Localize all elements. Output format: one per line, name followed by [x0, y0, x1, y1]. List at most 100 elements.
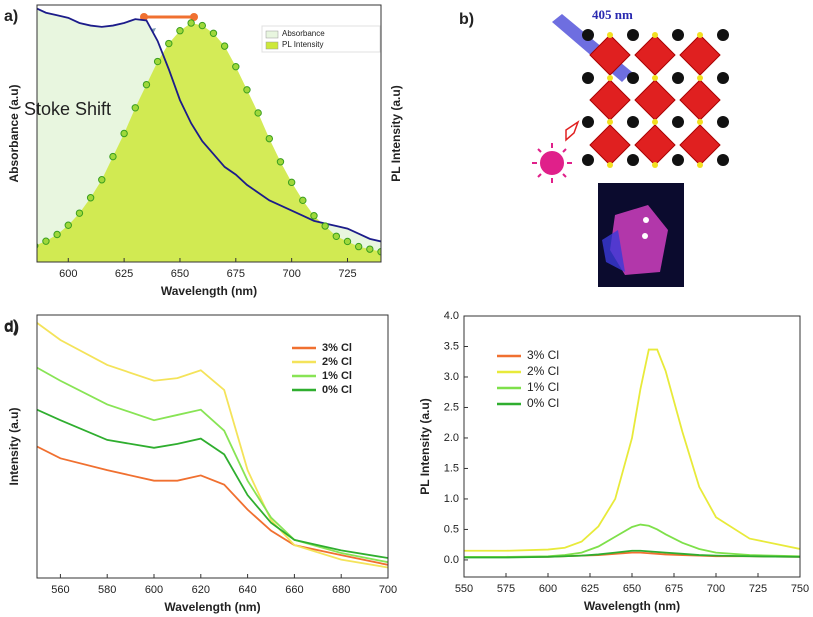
marker	[343, 237, 352, 246]
marker	[287, 178, 296, 187]
y-axis-title: Intensity (a.u)	[7, 407, 21, 485]
line	[464, 523, 800, 558]
y-axis-title: Absorbance (a.u)	[7, 84, 21, 182]
marker	[232, 62, 240, 71]
x-tick-label: 650	[623, 583, 641, 595]
x-tick-label: 550	[455, 583, 473, 595]
x-tick-label: 575	[497, 583, 515, 595]
y-tick-label: 1.0	[444, 493, 459, 505]
x-tick-label: 600	[539, 583, 557, 595]
marker	[98, 176, 106, 184]
marker	[109, 152, 117, 161]
shift-end	[140, 13, 148, 21]
marker	[42, 237, 50, 245]
line	[464, 348, 800, 552]
shift-end	[190, 13, 198, 21]
marker	[254, 109, 262, 117]
sun-icon	[532, 143, 572, 183]
x-tick-label: 725	[338, 268, 356, 280]
legend-swatch	[265, 41, 279, 50]
x-tick-label: 675	[665, 583, 683, 595]
y2-axis-title: PL Intensity (a.u)	[389, 85, 403, 181]
x-tick-label: 600	[145, 584, 163, 596]
y-tick-label: 3.5	[444, 340, 459, 352]
legend-label: 0% Cl	[322, 384, 352, 396]
marker	[176, 27, 184, 35]
line	[37, 408, 388, 559]
y-tick-label: 0.0	[444, 554, 459, 566]
marker	[220, 42, 229, 50]
marker	[198, 21, 206, 30]
marker	[243, 86, 251, 94]
x-axis-title: Wavelength (nm)	[584, 599, 680, 613]
x-tick-label: 560	[51, 584, 69, 596]
legend-box	[261, 25, 381, 53]
legend-label: 3% Cl	[322, 342, 352, 354]
line	[37, 322, 388, 569]
legend-label: 1% Cl	[322, 370, 352, 382]
marker	[187, 19, 195, 27]
x-tick-label: 660	[285, 584, 303, 596]
marker	[120, 129, 128, 138]
x-tick-label: 640	[238, 584, 256, 596]
legend-label: PL Intensity	[282, 40, 324, 49]
marker	[310, 212, 318, 220]
marker	[165, 39, 173, 48]
emission-arrow	[565, 120, 580, 142]
annotation: Stoke Shift	[24, 99, 111, 119]
x-tick-label: 675	[227, 268, 245, 280]
marker	[86, 194, 95, 202]
panel-label: a)	[4, 8, 18, 25]
legend-label: 3% Cl	[527, 348, 559, 362]
laser-label: 405 nm	[592, 7, 633, 22]
illustration: b) 405 nm	[459, 7, 729, 287]
x-tick-label: 700	[379, 584, 397, 596]
photo-crystal	[610, 205, 668, 275]
x-tick-label: 700	[707, 583, 725, 595]
x-tick-label: 625	[581, 583, 599, 595]
legend-swatch	[265, 30, 279, 39]
x-tick-label: 650	[171, 268, 189, 280]
y-tick-label: 3.0	[444, 371, 459, 383]
photo-highlight	[643, 217, 649, 223]
marker	[276, 158, 285, 166]
x-tick-label: 750	[791, 583, 809, 595]
legend-label: 0% Cl	[527, 396, 559, 410]
line	[464, 549, 800, 559]
marker	[332, 232, 341, 241]
x-tick-label: 580	[98, 584, 116, 596]
marker	[354, 242, 363, 251]
x-tick-label: 625	[115, 268, 133, 280]
panel-label: b)	[459, 11, 474, 28]
y-tick-label: 2.5	[444, 401, 459, 413]
y-tick-label: 1.5	[444, 462, 459, 474]
marker	[64, 221, 72, 229]
crystal-lattice	[582, 29, 729, 168]
y-axis-title: PL Intensity (a.u)	[418, 398, 432, 494]
marker	[142, 80, 151, 89]
x-tick-label: 725	[749, 583, 767, 595]
legend-label: Absorbance	[282, 29, 325, 38]
legend-label: 1% Cl	[527, 380, 559, 394]
marker	[366, 245, 374, 253]
area	[37, 22, 381, 262]
x-tick-label: 680	[332, 584, 350, 596]
line	[37, 445, 388, 566]
legend-label: 2% Cl	[527, 364, 559, 378]
x-tick-label: 600	[59, 268, 77, 280]
marker	[321, 222, 329, 230]
plot-frame	[36, 4, 382, 263]
marker	[265, 134, 274, 143]
photo-glow	[602, 230, 625, 272]
marker	[131, 104, 139, 112]
x-axis-title: Wavelength (nm)	[161, 284, 257, 298]
x-tick-label: 700	[282, 268, 300, 280]
x-tick-label: 620	[192, 584, 210, 596]
marker	[75, 209, 84, 217]
legend-label: 2% Cl	[322, 356, 352, 368]
y-tick-label: 4.0	[444, 310, 459, 322]
y-tick-label: 0.5	[444, 523, 459, 535]
marker	[209, 29, 218, 37]
x-axis-title: Wavelength (nm)	[164, 600, 260, 614]
